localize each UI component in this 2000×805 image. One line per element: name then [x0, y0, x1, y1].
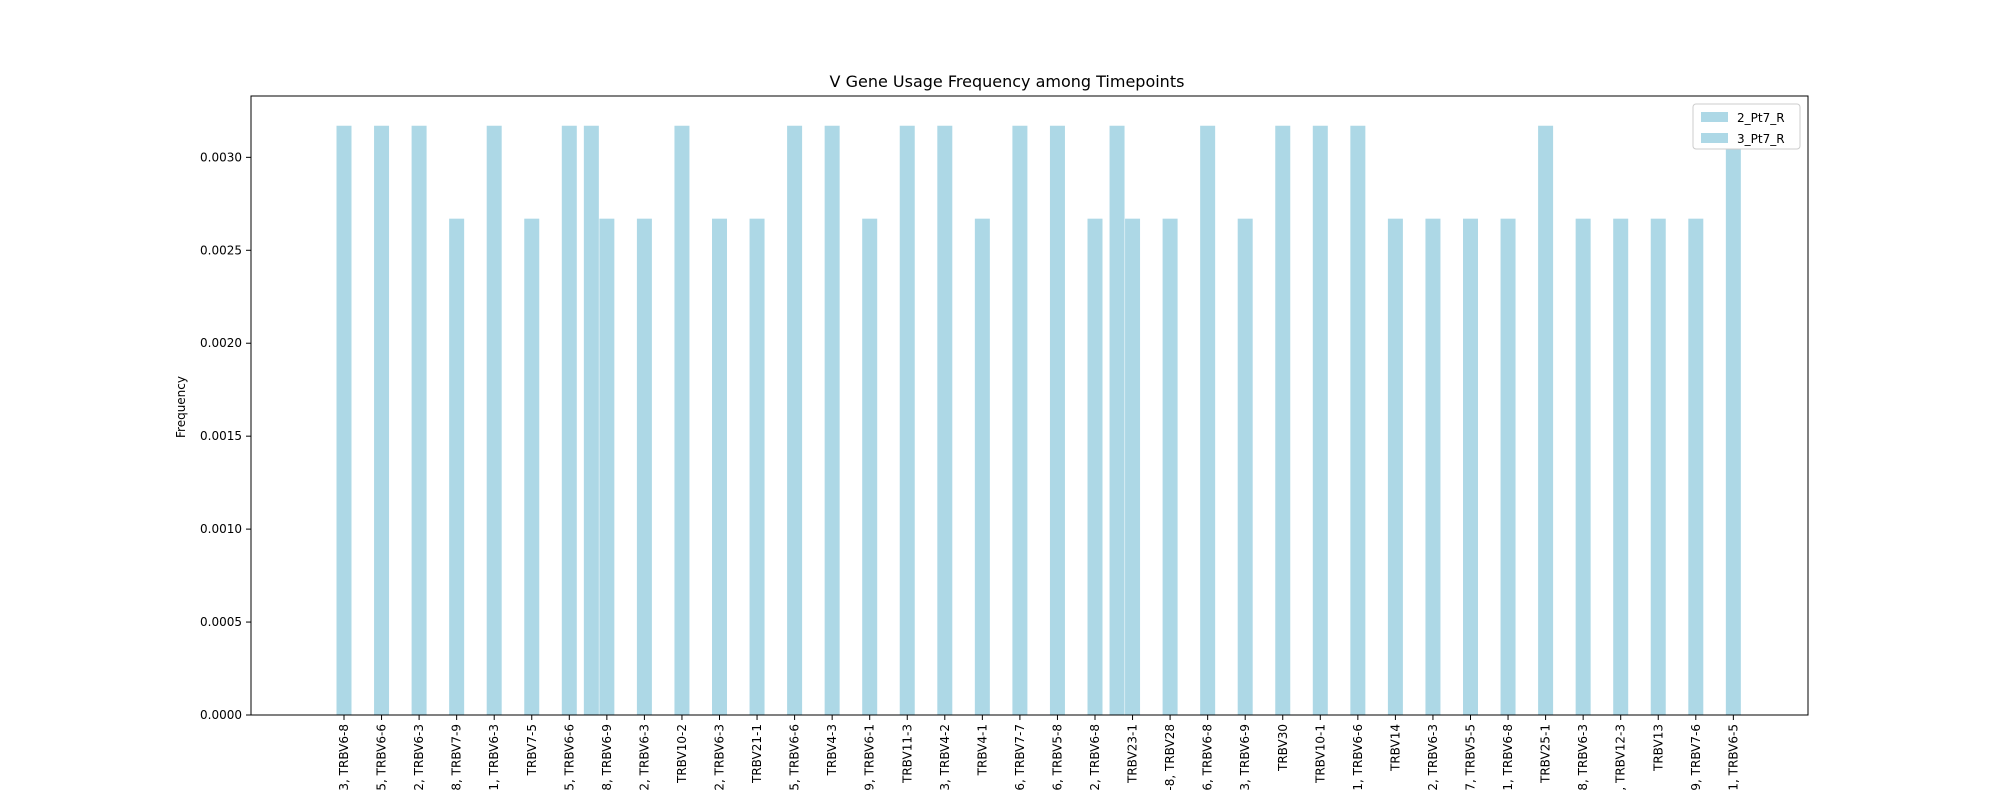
- x-tick-label-28: TRBV14: [1388, 724, 1402, 772]
- bar-2_Pt7_R-34: [1613, 218, 1629, 715]
- y-tick-label-2: 0.0010: [200, 522, 242, 536]
- bar-2_Pt7_R-22: [1162, 218, 1178, 715]
- bar-2_Pt7_R-35: [1650, 218, 1666, 715]
- x-tick-label-19: 6, TRBV5-8: [1050, 724, 1064, 791]
- x-tick-label-32: TRBV25-1: [1539, 724, 1553, 784]
- y-tick-label-4: 0.0020: [200, 336, 242, 350]
- y-axis-label: Frequency: [174, 376, 188, 438]
- x-tick-label-35: TRBV13: [1651, 724, 1665, 772]
- bar-2_Pt7_R-16: [937, 125, 953, 716]
- bar-2_Pt7_R-37: [1725, 125, 1741, 716]
- x-tick-label-25: TRBV30: [1276, 724, 1290, 772]
- y-axis: 0.0000 0.0005 0.0010 0.0015 0.0020 0.0025 0.00…: [200, 150, 251, 722]
- x-tick-label-18: 6, TRBV7-7: [1013, 724, 1027, 791]
- x-tick-label-15: TRBV11-3: [900, 724, 914, 784]
- x-tick-label-1: 5, TRBV6-6: [375, 724, 389, 791]
- x-tick-label-7: 8, TRBV6-9: [600, 724, 614, 791]
- x-tick-label-13: TRBV4-3: [825, 724, 839, 776]
- x-tick-label-22: -8, TRBV28: [1163, 724, 1177, 791]
- bar-2_Pt7_R-9: [674, 125, 690, 716]
- bar-2_Pt7_R-3: [449, 218, 465, 715]
- bar-2_Pt7_R-19: [1049, 125, 1065, 716]
- bar-2_Pt7_R-31: [1500, 218, 1516, 715]
- bar-2_Pt7_R-2: [411, 125, 427, 716]
- x-tick-label-9: TRBV10-2: [675, 724, 689, 784]
- bar-2_Pt7_R-24: [1237, 218, 1253, 715]
- bar-2_Pt7_R-17: [974, 218, 990, 715]
- x-tick-label-4: 1, TRBV6-3: [487, 724, 501, 791]
- plot-area-frame: [250, 95, 1809, 716]
- y-tick-label-6: 0.0030: [200, 150, 242, 164]
- bar-2_Pt7_R-29: [1425, 218, 1441, 715]
- bar-2_Pt7_R-28: [1387, 218, 1403, 715]
- y-tick-label-5: 0.0025: [200, 243, 242, 257]
- bar-2_Pt7_R-4: [486, 125, 502, 716]
- legend-swatch-1: [1701, 133, 1728, 143]
- bar-2_Pt7_R-14: [862, 218, 878, 715]
- bar-2_Pt7_R-23: [1200, 125, 1216, 716]
- bar-2_Pt7_R-5: [524, 218, 540, 715]
- x-tick-label-6: 5, TRBV6-6: [562, 724, 576, 791]
- x-tick-label-5: TRBV7-5: [525, 724, 539, 776]
- x-tick-label-23: 6, TRBV6-8: [1201, 724, 1215, 791]
- legend-label-0: 2_Pt7_R: [1737, 111, 1785, 125]
- bar-2_Pt7_R-6: [561, 125, 577, 716]
- bar-2_Pt7_R-8: [636, 218, 652, 715]
- bar-2_Pt7_R-32: [1538, 125, 1554, 716]
- x-tick-label-16: 3, TRBV4-2: [938, 724, 952, 791]
- x-tick-label-0: 3, TRBV6-8: [337, 724, 351, 791]
- bar-2_Pt7_R-26: [1312, 125, 1328, 716]
- bar-2_Pt7_R-33: [1575, 218, 1591, 715]
- x-tick-label-34: , TRBV12-3: [1614, 724, 1628, 791]
- legend-swatch-0: [1701, 112, 1728, 122]
- x-tick-label-30: 7, TRBV5-5: [1464, 724, 1478, 791]
- bar-2_Pt7_R-25: [1275, 125, 1291, 716]
- legend: 2_Pt7_R 3_Pt7_R: [1692, 103, 1801, 150]
- legend-label-1: 3_Pt7_R: [1737, 132, 1785, 146]
- x-tick-label-2: 2, TRBV6-3: [412, 724, 426, 791]
- bar-2_Pt7_R-30: [1463, 218, 1478, 715]
- x-tick-label-29: 2, TRBV6-3: [1426, 724, 1440, 791]
- y-tick-label-0: 0.0000: [200, 708, 242, 722]
- bar-2_Pt7_R-15: [899, 125, 915, 716]
- x-tick-label-31: 1, TRBV6-8: [1501, 724, 1515, 791]
- bar-3_Pt7_R-21: [1109, 125, 1125, 716]
- x-tick-label-21: TRBV23-1: [1126, 724, 1140, 784]
- bar-3_Pt7_R-7: [583, 125, 599, 716]
- x-tick-label-3: 8, TRBV7-9: [450, 724, 464, 791]
- x-tick-label-20: 2, TRBV6-8: [1088, 724, 1102, 791]
- bar-2_Pt7_R-36: [1688, 218, 1704, 715]
- x-tick-label-11: TRBV21-1: [750, 724, 764, 784]
- x-axis: 3, TRBV6-8 5, TRBV6-6 2, TRBV6-3 8, TRBV7-9…: [337, 715, 1740, 791]
- x-tick-label-27: 1, TRBV6-6: [1351, 724, 1365, 791]
- x-tick-label-14: 9, TRBV6-1: [863, 724, 877, 791]
- bars-layer: [336, 125, 1741, 716]
- x-tick-label-37: 1, TRBV6-5: [1726, 724, 1740, 791]
- bar-2_Pt7_R-21: [1125, 218, 1141, 715]
- bar-2_Pt7_R-18: [1012, 125, 1028, 716]
- x-tick-label-33: 8, TRBV6-3: [1576, 724, 1590, 791]
- x-tick-label-12: 5, TRBV6-6: [788, 724, 802, 791]
- y-tick-label-3: 0.0015: [200, 429, 242, 443]
- x-tick-label-26: TRBV10-1: [1313, 724, 1327, 784]
- x-tick-label-10: 2, TRBV6-3: [713, 724, 727, 791]
- bar-2_Pt7_R-27: [1350, 125, 1366, 716]
- x-tick-label-17: TRBV4-1: [975, 724, 989, 776]
- bar-2_Pt7_R-11: [749, 218, 765, 715]
- bar-2_Pt7_R-12: [787, 125, 803, 716]
- bar-2_Pt7_R-0: [336, 125, 352, 716]
- bar-2_Pt7_R-13: [824, 125, 840, 716]
- bar-2_Pt7_R-20: [1087, 218, 1103, 715]
- bar-2_Pt7_R-7: [599, 218, 615, 715]
- chart-title: V Gene Usage Frequency among Timepoints: [830, 72, 1185, 91]
- bar-2_Pt7_R-1: [374, 125, 390, 716]
- x-tick-label-24: 3, TRBV6-9: [1238, 724, 1252, 791]
- y-tick-label-1: 0.0005: [200, 615, 242, 629]
- x-tick-label-36: 9, TRBV7-6: [1689, 724, 1703, 791]
- bar-2_Pt7_R-10: [712, 218, 727, 715]
- x-tick-label-8: 2, TRBV6-3: [637, 724, 651, 791]
